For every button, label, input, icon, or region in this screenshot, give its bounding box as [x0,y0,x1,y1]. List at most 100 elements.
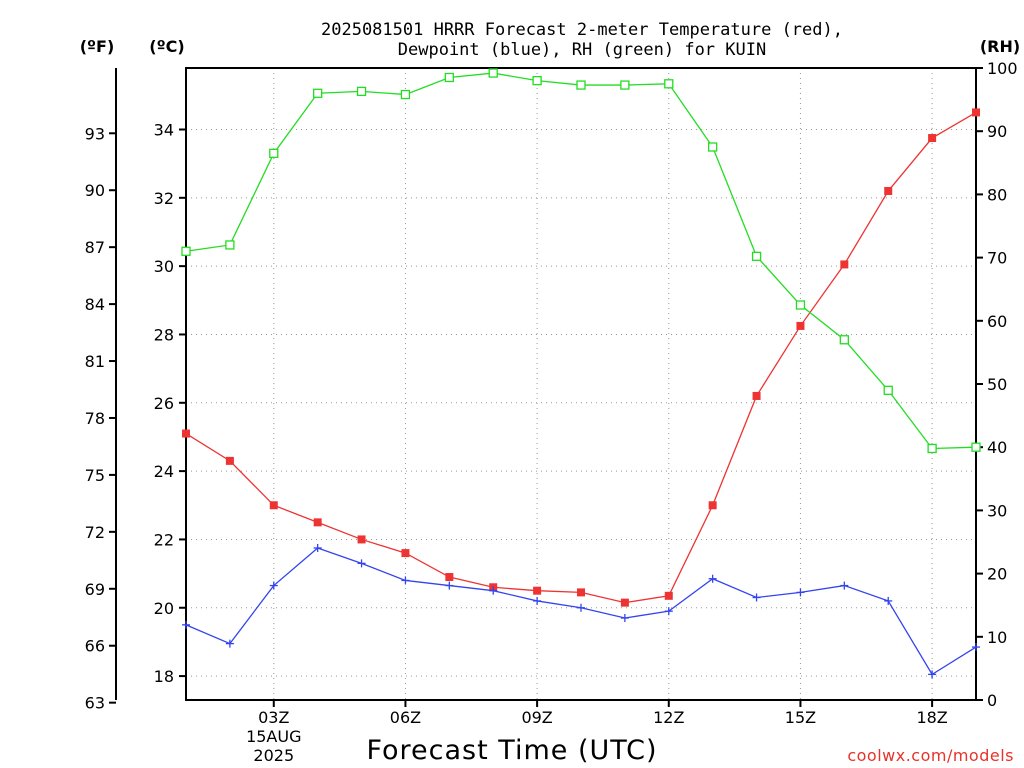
rh-tick-label: 30 [987,501,1007,520]
data-point-rh [883,385,893,395]
fahrenheit-tick-label: 72 [85,523,105,542]
fahrenheit-tick-label: 78 [85,409,105,428]
celsius-tick-label: 24 [154,462,174,481]
data-point-dewpoint [225,639,234,648]
series-rh [181,68,981,454]
x-tick-label: 18Z [916,708,947,727]
data-point-dewpoint [884,596,893,605]
celsius-tick-label: 18 [154,667,174,686]
fahrenheit-tick-label: 63 [85,694,105,713]
fahrenheit-tick-label: 81 [85,352,105,371]
data-point-dewpoint [401,576,410,585]
data-point-temperature [313,518,322,527]
data-point-temperature [533,586,542,595]
data-point-temperature [445,573,454,582]
data-point-dewpoint [708,574,717,583]
rh-tick-label: 70 [987,249,1007,268]
fahrenheit-tick-label: 93 [85,124,105,143]
data-point-rh [839,335,849,345]
data-point-temperature [884,186,893,195]
data-point-temperature [269,501,278,510]
x-tick-label: 12Z [653,708,684,727]
data-point-rh [708,142,718,152]
rh-tick-label: 90 [987,122,1007,141]
data-point-rh [313,88,323,98]
data-point-dewpoint [313,543,322,552]
fahrenheit-tick-label: 66 [85,637,105,656]
data-point-dewpoint [752,593,761,602]
celsius-tick-label: 34 [154,120,174,139]
data-point-rh [532,75,542,86]
x-date-label: 2025 [253,746,294,765]
data-series [181,68,981,679]
data-point-temperature [972,108,980,117]
data-point-temperature [357,535,366,544]
fahrenheit-tick-label: 90 [85,181,105,200]
data-point-temperature [796,321,805,330]
rh-tick-label: 60 [987,312,1007,331]
data-point-rh [576,80,586,90]
data-point-temperature [620,598,629,607]
celsius-tick-label: 22 [154,530,174,549]
rh-tick-label: 50 [987,375,1007,394]
data-point-dewpoint [357,559,366,568]
x-date-label: 15AUG [246,727,301,746]
data-point-dewpoint [840,581,849,590]
data-point-rh [664,79,674,89]
data-point-dewpoint [269,581,278,590]
data-point-dewpoint [620,614,629,623]
data-point-temperature [182,429,190,438]
data-point-rh [181,246,191,256]
data-point-rh [620,80,630,90]
data-point-rh [488,68,498,78]
fahrenheit-tick-label: 69 [85,580,105,599]
data-point-dewpoint [533,596,542,605]
data-point-rh [927,443,937,454]
data-point-dewpoint [182,620,190,629]
fahrenheit-tick-label: 84 [85,295,105,314]
data-point-temperature [577,588,585,597]
rh-tick-label: 80 [987,185,1007,204]
watermark: coolwx.com/models [847,746,1014,765]
x-tick-label: 09Z [521,708,552,727]
rh-tick-label: 100 [987,59,1018,78]
data-point-rh [225,240,235,250]
x-tick-label: 06Z [390,708,421,727]
data-point-rh [356,86,367,97]
series-temperature [182,108,980,607]
data-point-dewpoint [928,670,937,679]
celsius-tick-label: 28 [154,325,174,344]
grid-lines [186,68,976,700]
data-point-rh [269,148,279,158]
rh-unit-label: (RH) [980,37,1020,56]
data-point-dewpoint [489,586,498,595]
chart-title-line-2: Dewpoint (blue), RH (green) for KUIN [398,40,766,60]
celsius-tick-label: 20 [154,599,174,618]
data-point-temperature [928,134,937,143]
data-point-temperature [708,501,717,510]
data-point-temperature [225,456,234,465]
data-point-rh [444,72,454,83]
data-point-dewpoint [972,643,980,652]
data-point-temperature [664,591,673,600]
data-point-rh [795,300,806,310]
fahrenheit-tick-label: 87 [85,238,105,257]
fahrenheit-tick-label: 75 [85,466,105,485]
data-point-rh [751,251,762,261]
data-point-temperature [840,260,849,269]
axes: 63 66 69 72 75 78 81 84 87 90 93 18 20 22 24 26 28 30 32 34… [85,59,1018,765]
celsius-unit-label: (ºC) [149,37,184,56]
rh-tick-label: 20 [987,565,1007,584]
data-point-rh [971,442,981,452]
data-point-temperature [752,391,761,400]
data-point-dewpoint [664,607,673,616]
data-point-dewpoint [577,603,585,612]
series-line-temperature [185,111,977,604]
rh-tick-label: 10 [987,628,1007,647]
data-point-rh [400,89,411,100]
data-point-dewpoint [796,588,805,597]
celsius-tick-label: 32 [154,189,174,208]
x-tick-label: 15Z [785,708,816,727]
